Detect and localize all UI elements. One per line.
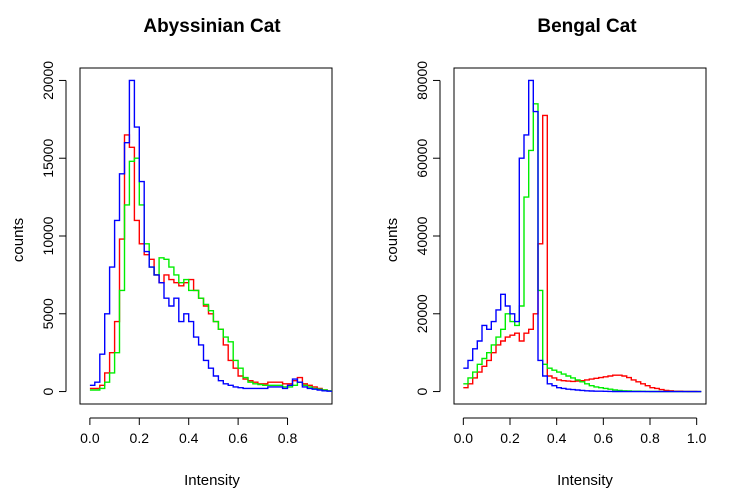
- x-tick-label: 0.4: [179, 430, 199, 446]
- x-ticks: 0.0 0.2 0.4 0.6 0.8: [80, 417, 298, 446]
- y-tick-label: 20000: [414, 294, 430, 333]
- x-tick-label: 1.0: [687, 430, 707, 446]
- y-tick-label: 40000: [414, 216, 430, 255]
- x-axis-label: Intensity: [184, 472, 240, 489]
- y-tick-label: 0: [414, 387, 430, 395]
- x-tick-label: 0.4: [547, 430, 567, 446]
- plot-frame: [453, 67, 707, 405]
- panel-title: Bengal Cat: [537, 16, 637, 37]
- x-tick-label: 0.8: [640, 430, 660, 446]
- x-tick-label: 0.0: [80, 430, 100, 446]
- histogram-series-line: [89, 79, 332, 392]
- panel-title: Abyssinian Cat: [143, 16, 281, 37]
- histogram-series-line: [463, 103, 702, 393]
- x-tick-label: 0.6: [228, 430, 248, 446]
- y-axis-label: counts: [384, 218, 401, 262]
- x-tick-label: 0.2: [130, 430, 150, 446]
- y-tick-label: 20000: [40, 61, 56, 100]
- y-tick-label: 15000: [40, 139, 56, 178]
- series-layer: [463, 79, 702, 393]
- histogram-series-line: [89, 157, 332, 392]
- x-tick-label: 0.8: [278, 430, 298, 446]
- series-layer: [89, 79, 332, 392]
- y-ticks: 0 5000 10000 15000 20000: [40, 61, 67, 395]
- panel-bengal: Bengal Cat Intensity counts 0.0 0.2 0.4 0.6…: [384, 16, 707, 489]
- y-tick-label: 80000: [414, 61, 430, 100]
- x-tick-label: 0.0: [454, 430, 474, 446]
- x-axis-label: Intensity: [557, 472, 613, 489]
- y-ticks: 0 20000 40000 60000 80000: [414, 61, 441, 395]
- histogram-series-line: [89, 134, 332, 392]
- x-ticks: 0.0 0.2 0.4 0.6 0.8 1.0: [454, 417, 707, 446]
- histogram-series-line: [463, 114, 702, 393]
- panel-abyssinian: Abyssinian Cat Intensity counts 0.0 0.2 0.…: [10, 16, 333, 489]
- y-tick-label: 5000: [40, 298, 56, 329]
- x-tick-label: 0.2: [500, 430, 520, 446]
- y-tick-label: 60000: [414, 139, 430, 178]
- x-tick-label: 0.6: [594, 430, 614, 446]
- y-axis-label: counts: [10, 218, 27, 262]
- plot-frame: [79, 67, 333, 405]
- y-tick-label: 10000: [40, 216, 56, 255]
- y-tick-label: 0: [40, 387, 56, 395]
- histogram-series-line: [463, 79, 702, 393]
